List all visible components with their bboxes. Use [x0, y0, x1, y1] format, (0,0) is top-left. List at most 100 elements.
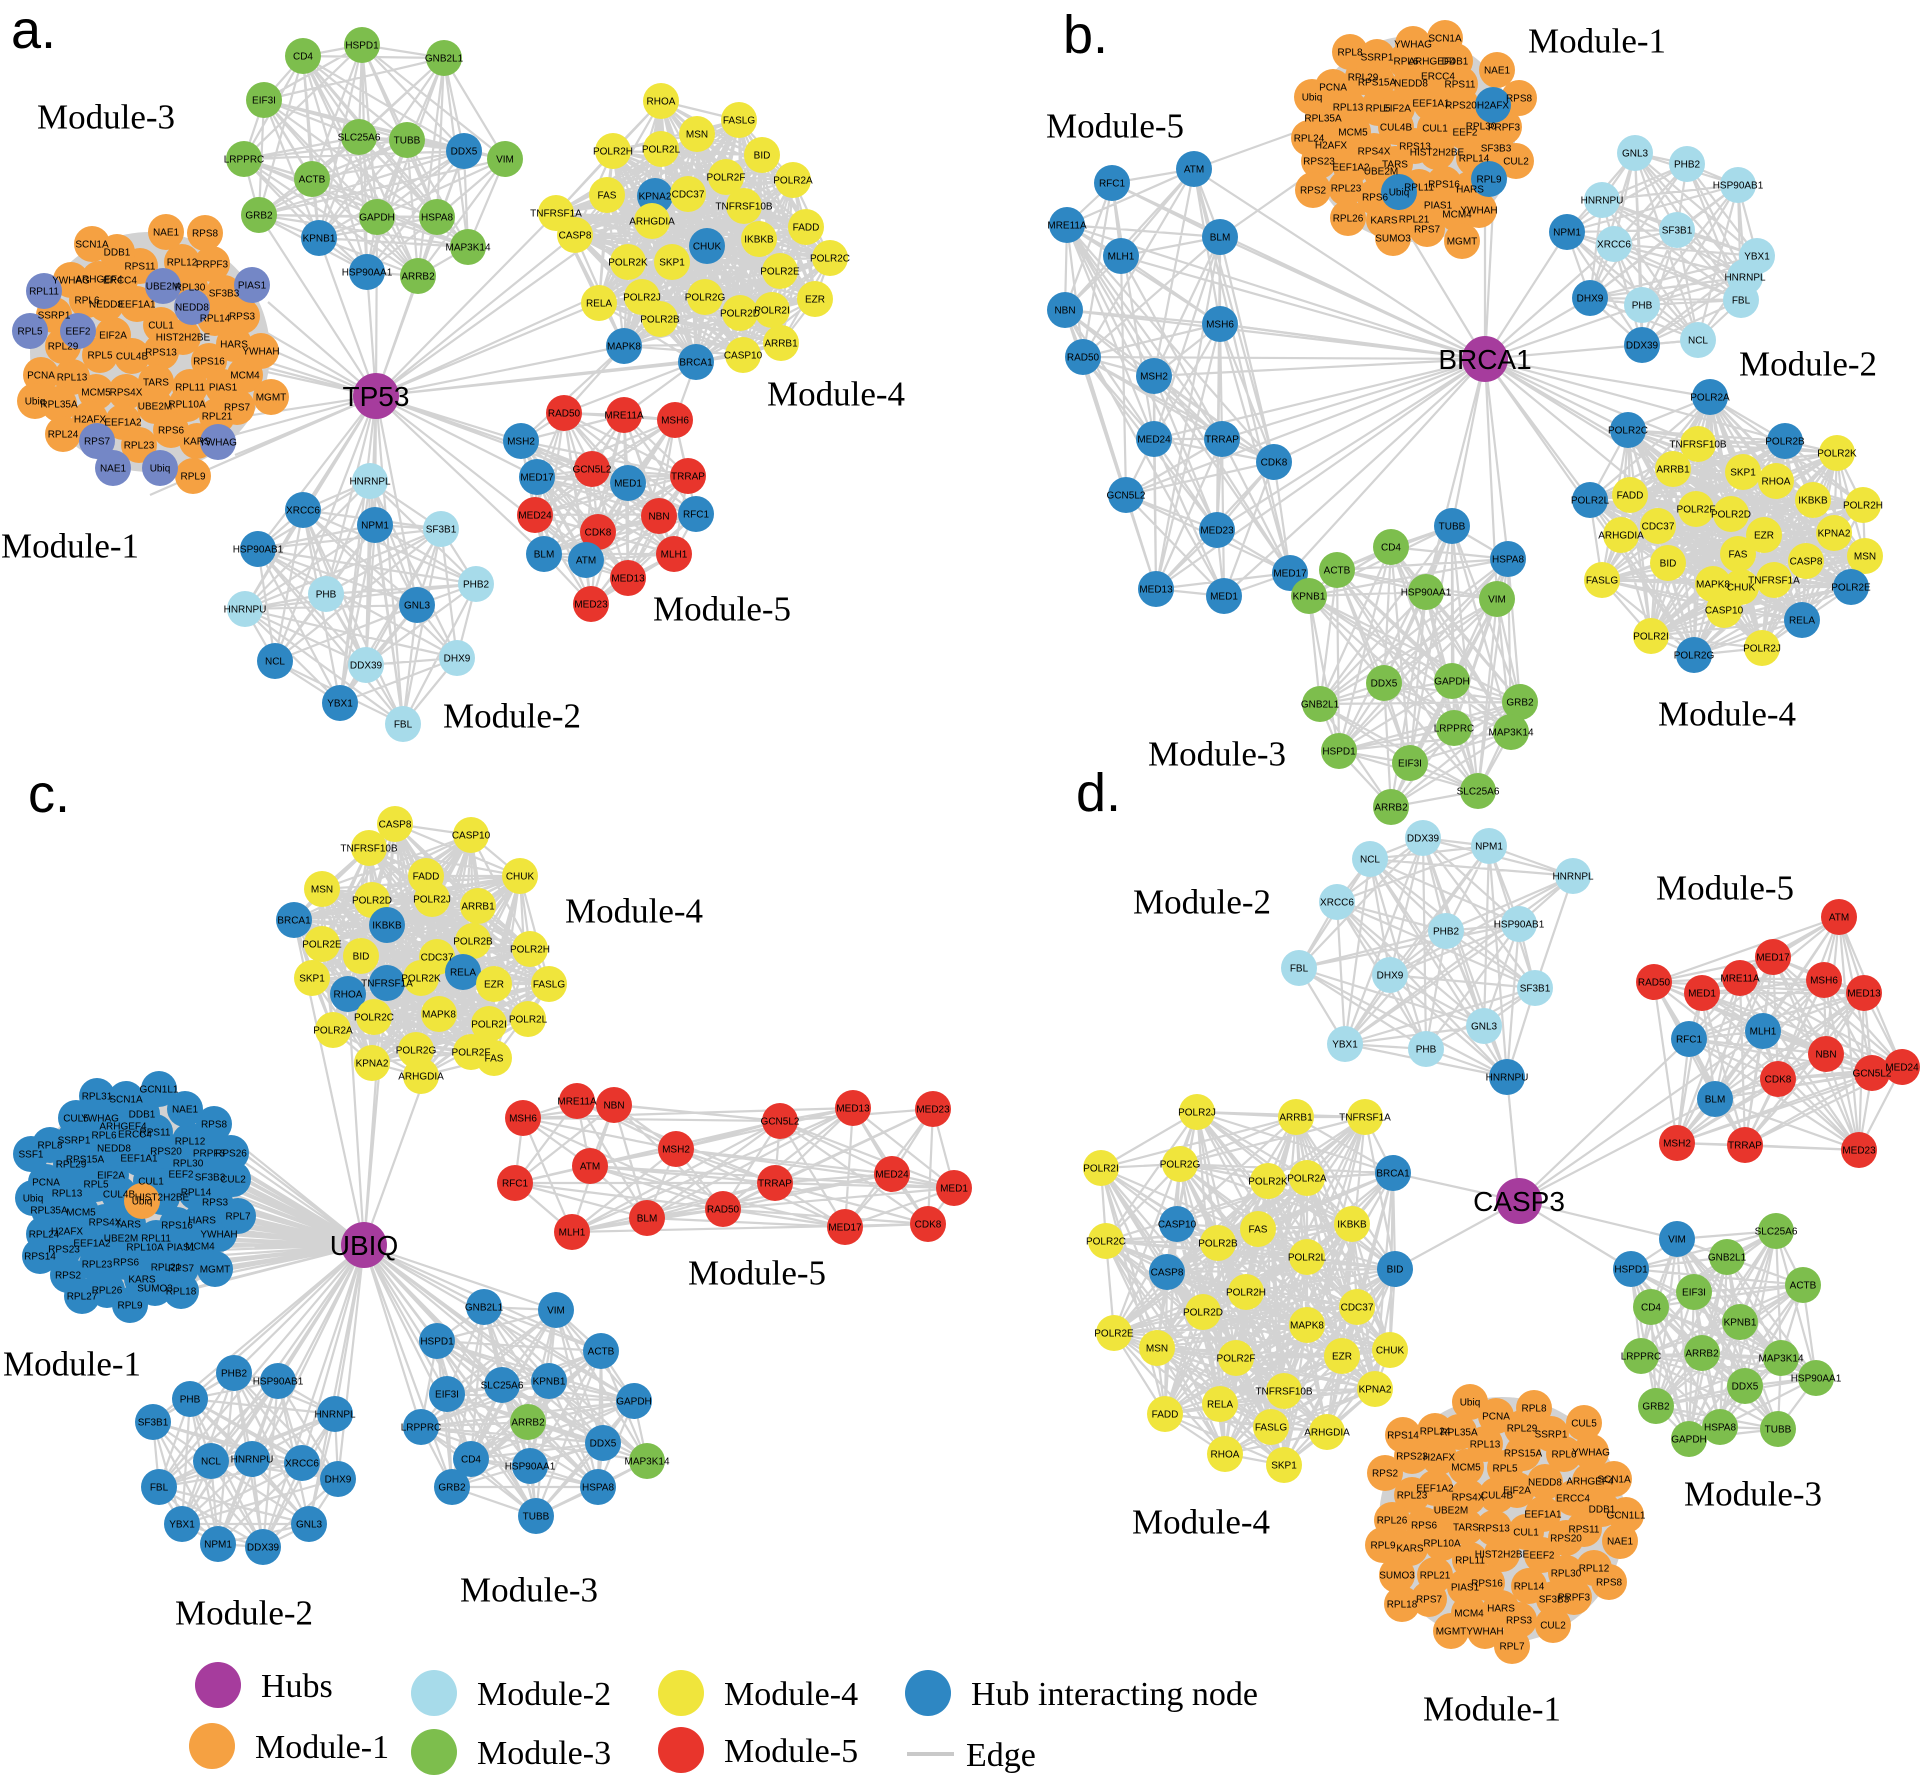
svg-text:POLR2K: POLR2K [608, 258, 648, 269]
svg-text:RPL30: RPL30 [175, 283, 206, 294]
svg-text:UBE2M: UBE2M [1364, 167, 1398, 178]
svg-text:Module-3: Module-3 [1684, 1474, 1822, 1513]
svg-text:TNFRSF1A: TNFRSF1A [361, 979, 413, 990]
svg-text:RPL11: RPL11 [141, 1234, 171, 1245]
svg-text:ARRB2: ARRB2 [1374, 803, 1408, 814]
svg-text:RPL18: RPL18 [166, 1287, 197, 1298]
svg-text:EEF1A2: EEF1A2 [1332, 163, 1370, 174]
svg-text:POLR2D: POLR2D [352, 896, 392, 907]
svg-text:PRPF3: PRPF3 [193, 1149, 226, 1160]
svg-text:HNRNPL: HNRNPL [349, 477, 391, 488]
svg-text:HNRNPU: HNRNPU [1486, 1073, 1529, 1084]
svg-text:MAPK8: MAPK8 [1696, 580, 1730, 591]
svg-text:CD4: CD4 [1381, 543, 1401, 554]
svg-text:H2AFX: H2AFX [74, 415, 107, 426]
svg-text:POLR2G: POLR2G [685, 293, 726, 304]
svg-text:TUBB: TUBB [1765, 1425, 1792, 1436]
svg-text:FAS: FAS [485, 1054, 504, 1065]
svg-text:SLC25A6: SLC25A6 [1755, 1227, 1798, 1238]
svg-text:YWHAH: YWHAH [242, 347, 279, 358]
svg-text:RPL29: RPL29 [1348, 73, 1379, 84]
svg-text:UBE2M: UBE2M [146, 282, 180, 293]
svg-text:NCL: NCL [201, 1457, 221, 1468]
svg-text:Hubs: Hubs [261, 1668, 333, 1705]
svg-text:Module-5: Module-5 [1656, 868, 1794, 907]
svg-text:FAS: FAS [1249, 1225, 1268, 1236]
svg-text:SCN1A: SCN1A [75, 240, 109, 251]
svg-text:RPS7: RPS7 [224, 403, 251, 414]
svg-text:RPS8: RPS8 [1506, 94, 1533, 105]
svg-text:Module-1: Module-1 [3, 1344, 141, 1383]
svg-text:ARHGDIA: ARHGDIA [1598, 531, 1644, 542]
svg-text:RPS20: RPS20 [1445, 101, 1477, 112]
svg-text:PCNA: PCNA [1482, 1412, 1510, 1423]
svg-text:FASLG: FASLG [1255, 1423, 1287, 1434]
svg-text:POLR2B: POLR2B [453, 937, 493, 948]
svg-text:BRCA1: BRCA1 [1438, 344, 1531, 375]
svg-text:NAE1: NAE1 [153, 228, 180, 239]
svg-text:Module-4: Module-4 [1658, 694, 1796, 733]
svg-text:RPS23: RPS23 [1303, 157, 1335, 168]
svg-text:UBE2M: UBE2M [104, 1234, 138, 1245]
svg-text:XRCC6: XRCC6 [286, 506, 320, 517]
svg-text:MCM4: MCM4 [230, 371, 260, 382]
svg-text:NPM1: NPM1 [361, 521, 389, 532]
svg-text:POLR2G: POLR2G [1674, 651, 1715, 662]
svg-text:POLR2H: POLR2H [1843, 501, 1883, 512]
svg-text:MED17: MED17 [1756, 953, 1790, 964]
svg-text:ARRB2: ARRB2 [401, 272, 435, 283]
svg-text:Module-4: Module-4 [767, 374, 905, 413]
svg-text:CDC37: CDC37 [421, 953, 454, 964]
svg-text:DDX5: DDX5 [1732, 1382, 1759, 1393]
svg-text:Module-1: Module-1 [255, 1729, 389, 1766]
svg-text:CD4: CD4 [461, 1455, 481, 1466]
svg-text:RPL24: RPL24 [1420, 1427, 1451, 1438]
svg-text:POLR2F: POLR2F [707, 173, 746, 184]
svg-text:HSPA8: HSPA8 [421, 213, 453, 224]
svg-text:POLR2L: POLR2L [1288, 1253, 1327, 1264]
svg-text:EEF1A2: EEF1A2 [73, 1239, 111, 1250]
svg-text:PHB2: PHB2 [463, 580, 490, 591]
svg-text:CDK8: CDK8 [1261, 458, 1288, 469]
svg-text:MED13: MED13 [1139, 585, 1173, 596]
svg-text:c.: c. [28, 764, 70, 824]
svg-text:RPS15A: RPS15A [1358, 78, 1397, 89]
svg-text:PRPF3: PRPF3 [1558, 1593, 1591, 1604]
svg-text:RELA: RELA [450, 968, 476, 979]
svg-text:BLM: BLM [1210, 233, 1231, 244]
svg-text:MLH1: MLH1 [1750, 1027, 1777, 1038]
svg-text:EIF2A: EIF2A [99, 331, 127, 342]
svg-text:RPS11: RPS11 [125, 262, 156, 273]
svg-text:RPS13: RPS13 [1478, 1524, 1510, 1535]
svg-text:FBL: FBL [1290, 964, 1309, 975]
svg-text:RPS4X: RPS4X [89, 1218, 122, 1229]
svg-text:HSP90AA1: HSP90AA1 [342, 268, 393, 279]
svg-text:TNFRSF10B: TNFRSF10B [340, 844, 398, 855]
svg-text:MSN: MSN [1146, 1344, 1168, 1355]
svg-text:ACTB: ACTB [1324, 566, 1351, 577]
svg-text:RPS23: RPS23 [1396, 1452, 1428, 1463]
svg-text:HARS: HARS [1456, 185, 1484, 196]
svg-text:EIF3I: EIF3I [1398, 759, 1422, 770]
svg-text:TRRAP: TRRAP [758, 1179, 792, 1190]
svg-text:FADD: FADD [413, 872, 440, 883]
svg-text:CDK8: CDK8 [585, 528, 612, 539]
svg-text:POLR2F: POLR2F [452, 1048, 491, 1059]
svg-text:CUL1: CUL1 [1422, 124, 1448, 135]
svg-text:MED1: MED1 [940, 1184, 968, 1195]
svg-text:CUL4B: CUL4B [1481, 1491, 1514, 1502]
svg-text:DDB1: DDB1 [1442, 57, 1469, 68]
svg-text:FBL: FBL [1732, 296, 1751, 307]
svg-text:MSH2: MSH2 [662, 1145, 690, 1156]
svg-text:POLR2I: POLR2I [471, 1020, 507, 1031]
svg-text:KPNA2: KPNA2 [356, 1059, 389, 1070]
svg-text:CUL1: CUL1 [148, 321, 174, 332]
svg-text:RPS11: RPS11 [1445, 80, 1476, 91]
svg-text:POLR2F: POLR2F [1677, 505, 1716, 516]
svg-text:CASP3: CASP3 [1473, 1186, 1565, 1217]
svg-text:PRPF3: PRPF3 [1488, 123, 1521, 134]
svg-text:HSP90AB1: HSP90AB1 [253, 1377, 304, 1388]
svg-text:CUL5: CUL5 [1571, 1419, 1597, 1430]
svg-text:RPS4X: RPS4X [1358, 147, 1391, 158]
svg-text:PIAS1: PIAS1 [1424, 201, 1453, 212]
